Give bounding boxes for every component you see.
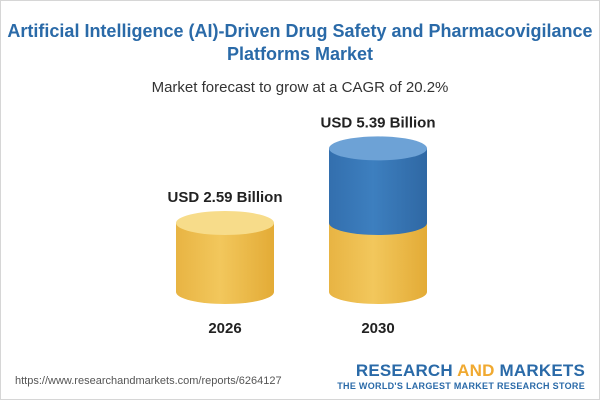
cylinder-2026-base-body bbox=[176, 223, 274, 304]
brand-word-markets: MARKETS bbox=[494, 361, 585, 380]
cylinder-2026-top bbox=[176, 211, 274, 235]
value-label-2026: USD 2.59 Billion bbox=[167, 189, 282, 206]
source-url[interactable]: https://www.researchandmarkets.com/repor… bbox=[15, 375, 282, 387]
cylinder-2030-growth-body bbox=[329, 148, 427, 235]
title-line-1: Artificial Intelligence (AI)-Driven Drug… bbox=[7, 21, 593, 41]
cylinder-2030-top bbox=[329, 136, 427, 161]
title-line-2: Platforms Market bbox=[226, 44, 374, 64]
chart-subtitle: Market forecast to grow at a CAGR of 20.… bbox=[151, 79, 449, 96]
category-label-2026: 2026 bbox=[208, 320, 241, 337]
brand-word-and: AND bbox=[457, 361, 495, 380]
brand-word-research: RESEARCH bbox=[355, 361, 458, 380]
cylinder-2030-base-body bbox=[329, 223, 427, 304]
brand-name: RESEARCH AND MARKETS bbox=[337, 362, 585, 380]
page-title: Artificial Intelligence (AI)-Driven Drug… bbox=[1, 20, 599, 66]
category-label-2030: 2030 bbox=[361, 320, 394, 337]
brand-tagline: THE WORLD'S LARGEST MARKET RESEARCH STOR… bbox=[337, 381, 585, 391]
brand-logo[interactable]: RESEARCH AND MARKETS THE WORLD'S LARGEST… bbox=[337, 362, 585, 392]
value-label-2030: USD 5.39 Billion bbox=[320, 114, 435, 131]
